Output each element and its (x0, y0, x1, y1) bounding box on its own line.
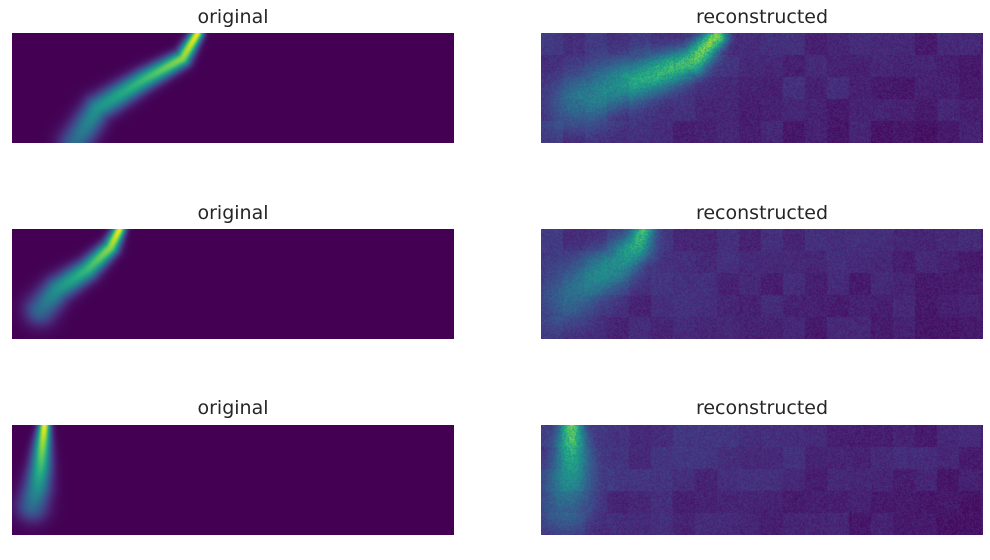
original-heatmap-3 (12, 425, 454, 535)
original-heatmap-1 (12, 33, 454, 143)
reconstructed-heatmap-1 (541, 33, 983, 143)
reconstructed-heatmap-3 (541, 425, 983, 535)
panel-title-original-3: original (197, 397, 269, 419)
original-heatmap-2 (12, 229, 454, 339)
reconstructed-heatmap-2 (541, 229, 983, 339)
panel-title-reconstructed-3: reconstructed (695, 397, 829, 419)
panel-title-original-2: original (197, 202, 269, 224)
panel-title-reconstructed-1: reconstructed (695, 6, 829, 28)
panel-title-reconstructed-2: reconstructed (695, 202, 829, 224)
panel-title-original-1: original (197, 6, 269, 28)
